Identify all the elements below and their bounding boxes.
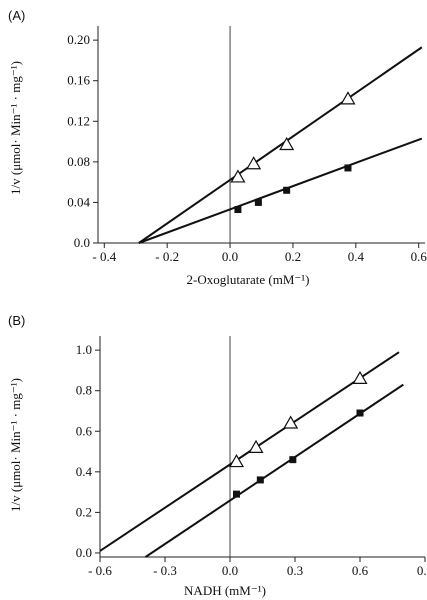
panel-a-x-tick-label: 0.0 (222, 249, 238, 264)
panel-a-y-tick-label: 0.16 (67, 73, 90, 88)
panel-b-x-tick-label: - 0.3 (153, 563, 177, 578)
panel-b-x-tick-label: - 0.6 (88, 563, 112, 578)
panel-a-y-tick-label: 0.20 (67, 32, 90, 47)
panel-b-series-square-point (289, 456, 297, 464)
panel-b-series-triangle-point (248, 439, 264, 453)
panel-a-y-tick-label: 0.04 (67, 194, 90, 209)
panel-b-x-tick-label: 0.3 (287, 563, 303, 578)
panel-a-series-triangle-fit-line (138, 46, 423, 244)
panel-a-series-triangle-point (279, 136, 295, 151)
panel-a-x-tick-label: - 0.4 (92, 249, 116, 264)
panel-b-series-triangle-point (228, 453, 245, 468)
panel-b-y-tick-label: 0.2 (76, 504, 92, 519)
panel-b-series-square-point (256, 476, 264, 484)
panel-a-x-tick-label: 0.4 (348, 249, 365, 264)
panel-a-x-tick-label: 0.2 (285, 249, 301, 264)
panel-a-x-tick-label: 0.6 (411, 249, 427, 264)
panel-a-y-tick-label: 0.08 (67, 154, 90, 169)
panel-a-y-axis-title: 1/v (μmol· Min⁻¹ · mg⁻¹) (8, 61, 23, 195)
panel-a-y-tick-label: 0.12 (67, 113, 90, 128)
panel-a-x-axis-title: 2-Oxoglutarate (mM⁻¹) (186, 272, 309, 287)
panel-b-y-tick-label: 0.0 (76, 545, 92, 560)
panel-a-series-square-point (254, 198, 262, 206)
panel-b-y-tick-label: 1.0 (76, 342, 92, 357)
panel-b-series-square-fit-line (144, 383, 404, 558)
panel-a-series-triangle-point (230, 169, 246, 183)
panel-a-series-square-point (283, 186, 291, 194)
panel-b-series-square-point (233, 490, 240, 498)
panel-b-label: (B) (8, 313, 25, 328)
panel-a-series-square-point (234, 206, 242, 214)
panel-a-y-tick-label: 0.0 (74, 235, 90, 250)
panel-b-x-axis-title: NADH (mM⁻¹) (184, 583, 266, 598)
panel-b-x-tick-label: 0.0 (222, 563, 238, 578)
panel-a-series-square-fit-line (138, 137, 423, 244)
panel-a: (A) 1/v (μmol· Min⁻¹ · mg⁻¹) 2-Oxoglutar… (8, 8, 427, 287)
panel-a-x-tick-label: - 0.2 (155, 249, 179, 264)
panel-a-series-triangle-point (340, 91, 356, 105)
panel-b-x-tick-label: 0.9 (417, 563, 427, 578)
panel-b-series-square-point (356, 409, 364, 417)
panel-b-y-tick-label: 0.6 (76, 423, 93, 438)
panel-b-x-tick-label: 0.6 (352, 563, 369, 578)
panel-b-y-axis-title: 1/v (μmol· Min⁻¹ · mg⁻¹) (8, 378, 23, 512)
panel-b-y-tick-label: 0.4 (76, 464, 93, 479)
panel-a-series-triangle-point (246, 156, 262, 170)
panel-a-series-square-point (344, 164, 352, 172)
panel-b-series-triangle-point (352, 370, 368, 385)
panel-b-y-tick-label: 0.8 (76, 383, 92, 398)
panel-a-label: (A) (8, 8, 25, 23)
panel-b-series-triangle-point (283, 415, 299, 429)
panel-b: (B) 1/v (μmol· Min⁻¹ · mg⁻¹) NADH (mM⁻¹)… (8, 313, 427, 598)
